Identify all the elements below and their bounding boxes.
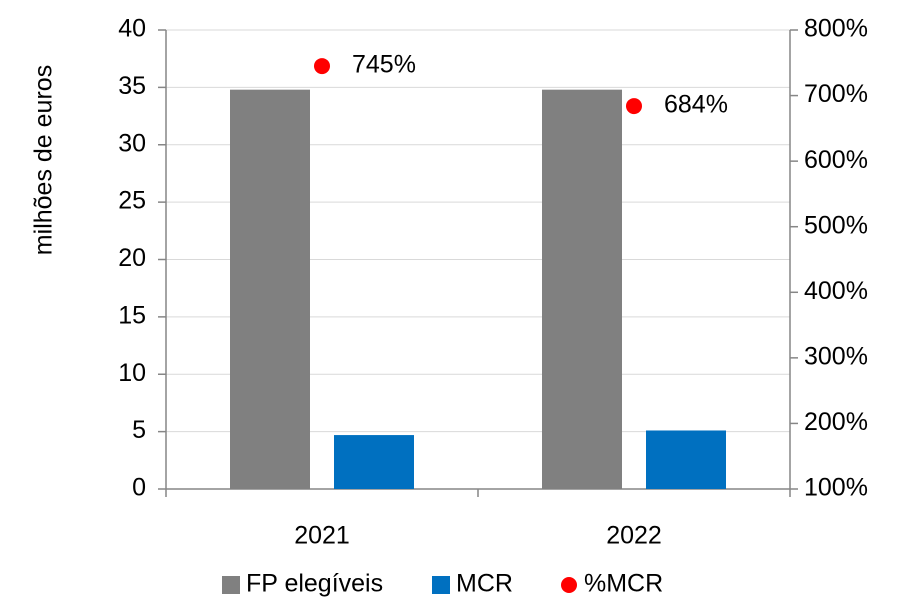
- y-tick-label: 20: [118, 244, 146, 272]
- y-tick-label: 25: [118, 187, 146, 215]
- bar: [334, 435, 414, 489]
- y2-tick-label: 800%: [804, 15, 868, 43]
- y-tick-label: 10: [118, 359, 146, 387]
- y-tick-label: 30: [118, 129, 146, 157]
- y-tick-label: 40: [118, 15, 146, 43]
- y-tick-label: 15: [118, 301, 146, 329]
- x-tick-label: 2022: [606, 522, 662, 550]
- y-tick-label: 5: [132, 416, 146, 444]
- data-label: 745%: [352, 51, 416, 79]
- legend-label: FP elegíveis: [246, 570, 383, 598]
- legend-label: %MCR: [584, 570, 663, 598]
- point: [626, 98, 642, 115]
- x-tick-label: 2021: [294, 522, 350, 550]
- y-axis-label: milhões de euros: [30, 65, 58, 255]
- point: [314, 58, 330, 75]
- data-label: 684%: [664, 91, 728, 119]
- bar: [646, 430, 726, 489]
- y2-tick-label: 100%: [804, 474, 868, 502]
- legend-swatch: [222, 576, 240, 594]
- bar: [230, 89, 310, 490]
- y-tick-label: 0: [132, 474, 146, 502]
- legend-swatch: [561, 577, 577, 593]
- y2-tick-label: 700%: [804, 80, 868, 108]
- y2-tick-label: 300%: [804, 342, 868, 370]
- y2-tick-label: 400%: [804, 277, 868, 305]
- y-tick-label: 35: [118, 72, 146, 100]
- bar: [542, 89, 622, 490]
- y2-tick-label: 500%: [804, 211, 868, 239]
- legend-swatch: [432, 576, 450, 594]
- y2-tick-label: 600%: [804, 146, 868, 174]
- legend-label: MCR: [456, 570, 513, 598]
- y2-tick-label: 200%: [804, 408, 868, 436]
